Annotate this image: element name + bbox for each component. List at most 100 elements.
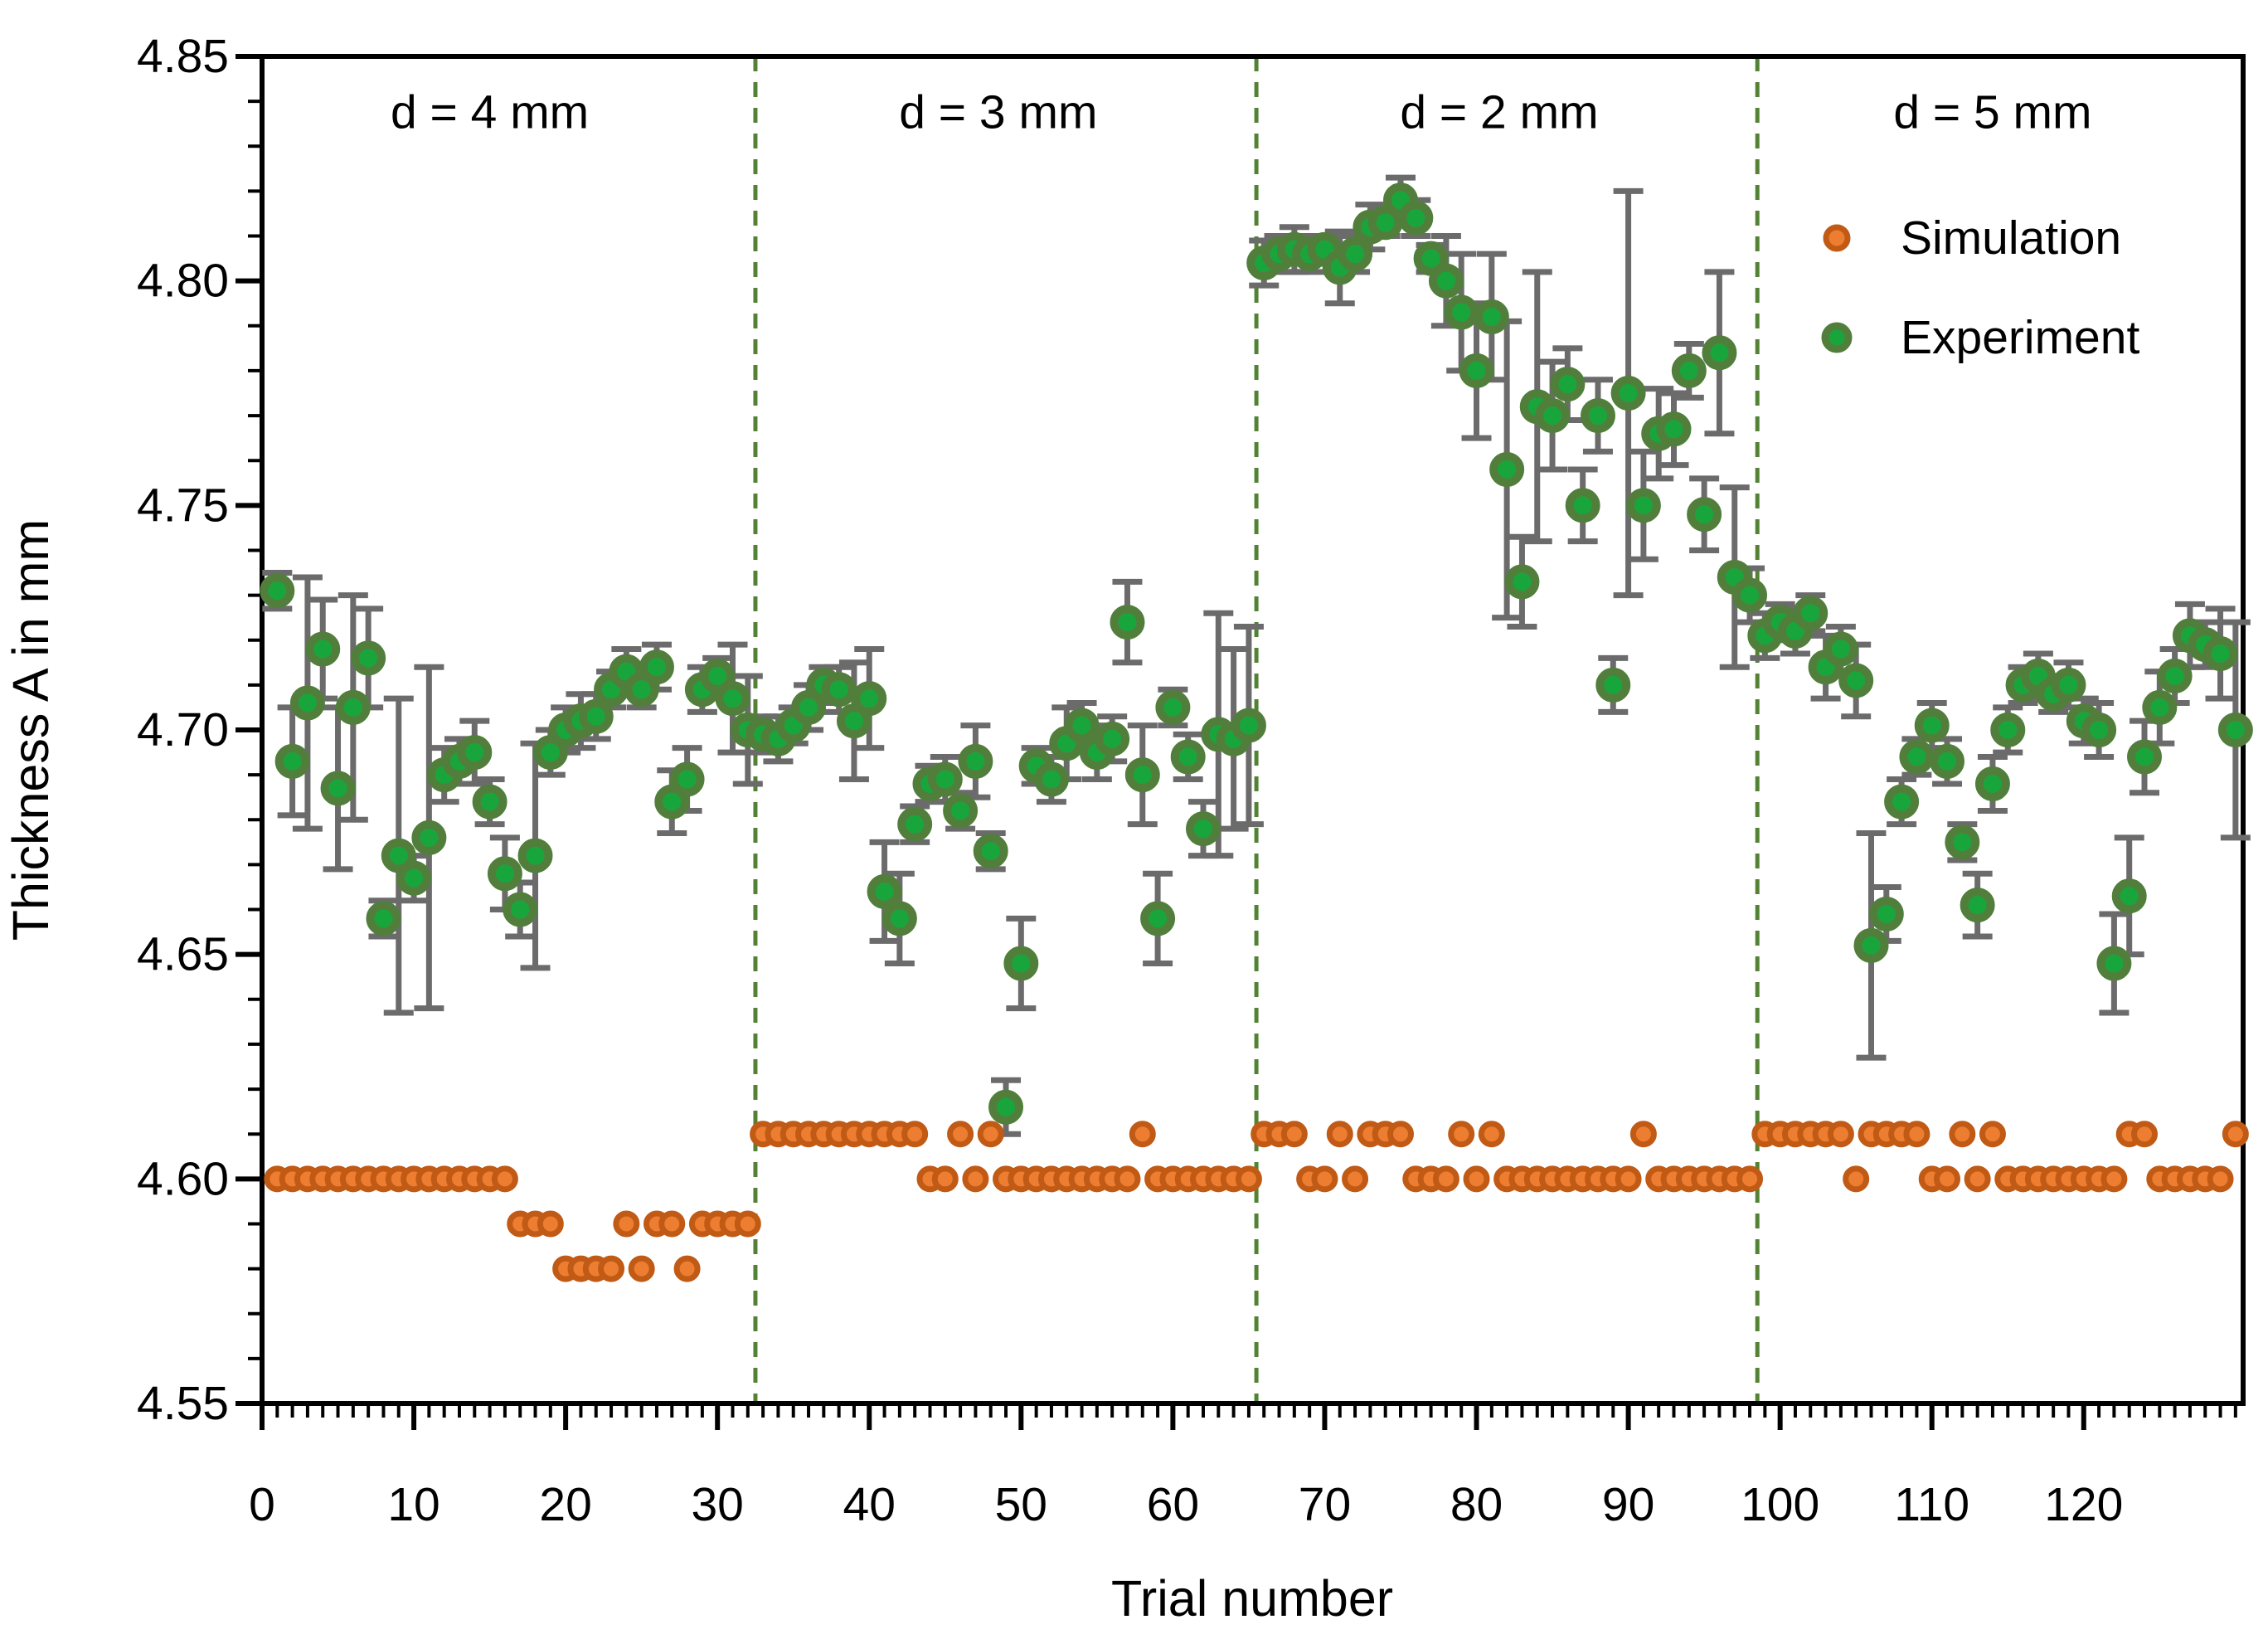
- exp-point: [1186, 811, 1221, 847]
- sim-point: [1478, 1121, 1505, 1148]
- exp-point: [578, 698, 614, 734]
- exp-point: [639, 649, 674, 685]
- region-label: d = 5 mm: [1893, 86, 2091, 139]
- sim-point: [1463, 1165, 1490, 1193]
- x-tick-label: 70: [1299, 1478, 1351, 1531]
- exp-point: [1960, 888, 1995, 923]
- exp-point: [2157, 659, 2193, 694]
- sim-point: [2207, 1165, 2234, 1193]
- exp-point: [973, 834, 1008, 869]
- exp-point: [1444, 294, 1479, 330]
- x-tick-label: 40: [843, 1478, 896, 1531]
- sim-point: [977, 1121, 1004, 1148]
- sim-point: [1114, 1165, 1141, 1193]
- exp-point: [2217, 713, 2253, 747]
- exp-point: [2202, 635, 2238, 671]
- exp-point: [1459, 353, 1494, 388]
- exp-point: [700, 659, 736, 694]
- sim-point: [628, 1255, 655, 1282]
- sim-point: [537, 1210, 564, 1238]
- sim-point: [2222, 1121, 2249, 1148]
- exp-point: [791, 689, 827, 725]
- exp-point: [411, 820, 447, 855]
- y-tick-label: 4.85: [137, 30, 229, 83]
- sim-point: [2100, 1165, 2128, 1193]
- sim-point: [613, 1210, 640, 1238]
- exp-point: [1687, 497, 1722, 533]
- exp-point: [1413, 241, 1449, 276]
- sim-point: [1326, 1121, 1353, 1148]
- exp-point: [1550, 367, 1586, 402]
- exp-point: [1338, 236, 1373, 272]
- exp-point: [396, 860, 432, 896]
- exp-point: [958, 743, 993, 779]
- sim-point: [1964, 1165, 1991, 1193]
- exp-point: [1990, 713, 2026, 747]
- exp-point: [1565, 488, 1600, 523]
- exp-point: [1823, 631, 1858, 667]
- exp-point: [897, 806, 933, 842]
- sim-point: [1387, 1121, 1414, 1148]
- exp-point: [1095, 721, 1130, 756]
- exp-point: [1033, 761, 1069, 797]
- exp-point: [669, 761, 705, 797]
- exp-point: [1231, 708, 1266, 743]
- axis-tick-labels: 0 10 20 30 40 50 60 70 80 90 100 110 120 4.55 4.60 4.65…: [137, 30, 2123, 1531]
- exp-point: [2096, 946, 2132, 981]
- y-tick-label: 4.75: [137, 479, 229, 532]
- sim-point: [1934, 1165, 1961, 1193]
- legend-marker-experiment: [1821, 322, 1853, 353]
- sim-point: [1843, 1165, 1870, 1193]
- exp-point: [1170, 739, 1206, 775]
- exp-point: [988, 1089, 1024, 1125]
- x-tick-label: 50: [995, 1478, 1047, 1531]
- exp-point: [1474, 299, 1509, 334]
- exp-point: [517, 838, 553, 873]
- exp-point: [274, 743, 310, 779]
- x-tick-label: 100: [1741, 1478, 1819, 1531]
- exp-point: [1504, 564, 1540, 600]
- exp-point: [1625, 488, 1661, 523]
- sim-point: [1615, 1165, 1642, 1193]
- exp-point: [654, 784, 690, 820]
- exp-point: [867, 873, 902, 909]
- exp-point: [1398, 200, 1434, 236]
- sim-point: [1629, 1121, 1657, 1148]
- exp-point: [472, 784, 508, 820]
- exp-point: [821, 672, 857, 708]
- sim-point: [1342, 1165, 1369, 1193]
- x-tick-label: 10: [387, 1478, 440, 1531]
- exp-point: [381, 838, 416, 873]
- sim-point: [1280, 1121, 1308, 1148]
- region-label: d = 4 mm: [391, 86, 589, 139]
- simulation-points: [264, 1121, 2249, 1282]
- sim-point: [598, 1255, 625, 1282]
- exp-point: [1428, 263, 1464, 299]
- y-tick-label: 4.80: [137, 255, 229, 308]
- exp-point: [1868, 896, 1904, 931]
- sim-point: [1311, 1165, 1338, 1193]
- exp-point: [457, 735, 493, 771]
- exp-point: [1155, 689, 1191, 725]
- sim-point: [1448, 1121, 1475, 1148]
- exp-point: [1702, 335, 1737, 371]
- exp-point: [2111, 878, 2147, 914]
- exp-point: [487, 856, 522, 892]
- exp-point: [1064, 708, 1100, 743]
- sim-point: [962, 1165, 989, 1193]
- exp-point: [836, 703, 872, 739]
- exp-point: [260, 573, 295, 609]
- x-tick-label: 30: [691, 1478, 743, 1531]
- exp-point: [1930, 743, 1965, 779]
- exp-point: [1671, 353, 1707, 388]
- exp-point: [1003, 946, 1039, 981]
- region-label: d = 3 mm: [899, 86, 1097, 139]
- exp-point: [1489, 452, 1525, 488]
- exp-point: [1853, 927, 1889, 963]
- exp-point: [366, 901, 401, 936]
- sim-point: [931, 1165, 959, 1193]
- y-axis-title: Thickness A in mm: [2, 519, 59, 941]
- x-axis-title: Trial number: [1111, 1570, 1393, 1627]
